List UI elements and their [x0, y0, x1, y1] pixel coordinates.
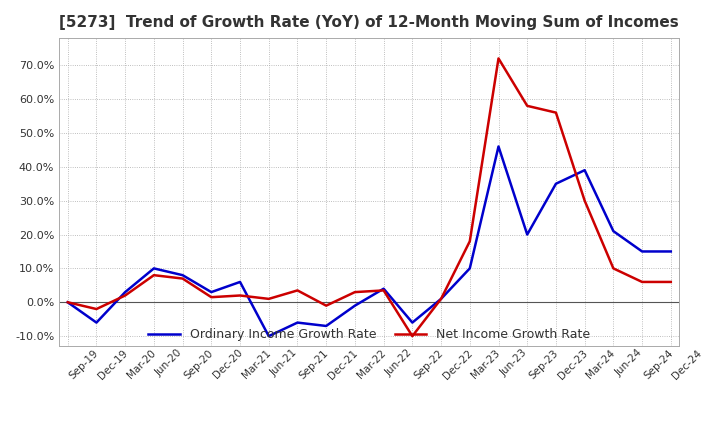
Net Income Growth Rate — [92, 306, 101, 312]
Net Income Growth Rate — [150, 272, 158, 278]
Ordinary Income Growth Rate — [437, 296, 446, 301]
Ordinary Income Growth Rate — [523, 232, 531, 237]
Ordinary Income Growth Rate — [293, 320, 302, 325]
Net Income Growth Rate — [63, 300, 72, 305]
Ordinary Income Growth Rate — [179, 272, 187, 278]
Net Income Growth Rate — [121, 293, 130, 298]
Ordinary Income Growth Rate — [121, 290, 130, 295]
Legend: Ordinary Income Growth Rate, Net Income Growth Rate: Ordinary Income Growth Rate, Net Income … — [143, 323, 595, 346]
Ordinary Income Growth Rate — [552, 181, 560, 187]
Net Income Growth Rate — [293, 288, 302, 293]
Line: Ordinary Income Growth Rate: Ordinary Income Growth Rate — [68, 147, 671, 336]
Net Income Growth Rate — [580, 198, 589, 203]
Net Income Growth Rate — [322, 303, 330, 308]
Ordinary Income Growth Rate — [465, 266, 474, 271]
Ordinary Income Growth Rate — [667, 249, 675, 254]
Net Income Growth Rate — [552, 110, 560, 115]
Ordinary Income Growth Rate — [264, 334, 273, 339]
Ordinary Income Growth Rate — [150, 266, 158, 271]
Title: [5273]  Trend of Growth Rate (YoY) of 12-Month Moving Sum of Incomes: [5273] Trend of Growth Rate (YoY) of 12-… — [59, 15, 679, 30]
Net Income Growth Rate — [523, 103, 531, 109]
Net Income Growth Rate — [465, 238, 474, 244]
Net Income Growth Rate — [235, 293, 244, 298]
Line: Net Income Growth Rate: Net Income Growth Rate — [68, 59, 671, 336]
Net Income Growth Rate — [437, 296, 446, 301]
Ordinary Income Growth Rate — [580, 168, 589, 173]
Ordinary Income Growth Rate — [207, 290, 215, 295]
Ordinary Income Growth Rate — [638, 249, 647, 254]
Ordinary Income Growth Rate — [379, 286, 388, 291]
Ordinary Income Growth Rate — [408, 320, 417, 325]
Net Income Growth Rate — [494, 56, 503, 61]
Net Income Growth Rate — [609, 266, 618, 271]
Net Income Growth Rate — [638, 279, 647, 285]
Ordinary Income Growth Rate — [92, 320, 101, 325]
Ordinary Income Growth Rate — [609, 228, 618, 234]
Net Income Growth Rate — [207, 294, 215, 300]
Ordinary Income Growth Rate — [494, 144, 503, 149]
Ordinary Income Growth Rate — [235, 279, 244, 285]
Ordinary Income Growth Rate — [63, 300, 72, 305]
Net Income Growth Rate — [408, 334, 417, 339]
Net Income Growth Rate — [667, 279, 675, 285]
Net Income Growth Rate — [179, 276, 187, 281]
Net Income Growth Rate — [379, 288, 388, 293]
Net Income Growth Rate — [351, 290, 359, 295]
Net Income Growth Rate — [264, 296, 273, 301]
Ordinary Income Growth Rate — [322, 323, 330, 329]
Ordinary Income Growth Rate — [351, 303, 359, 308]
